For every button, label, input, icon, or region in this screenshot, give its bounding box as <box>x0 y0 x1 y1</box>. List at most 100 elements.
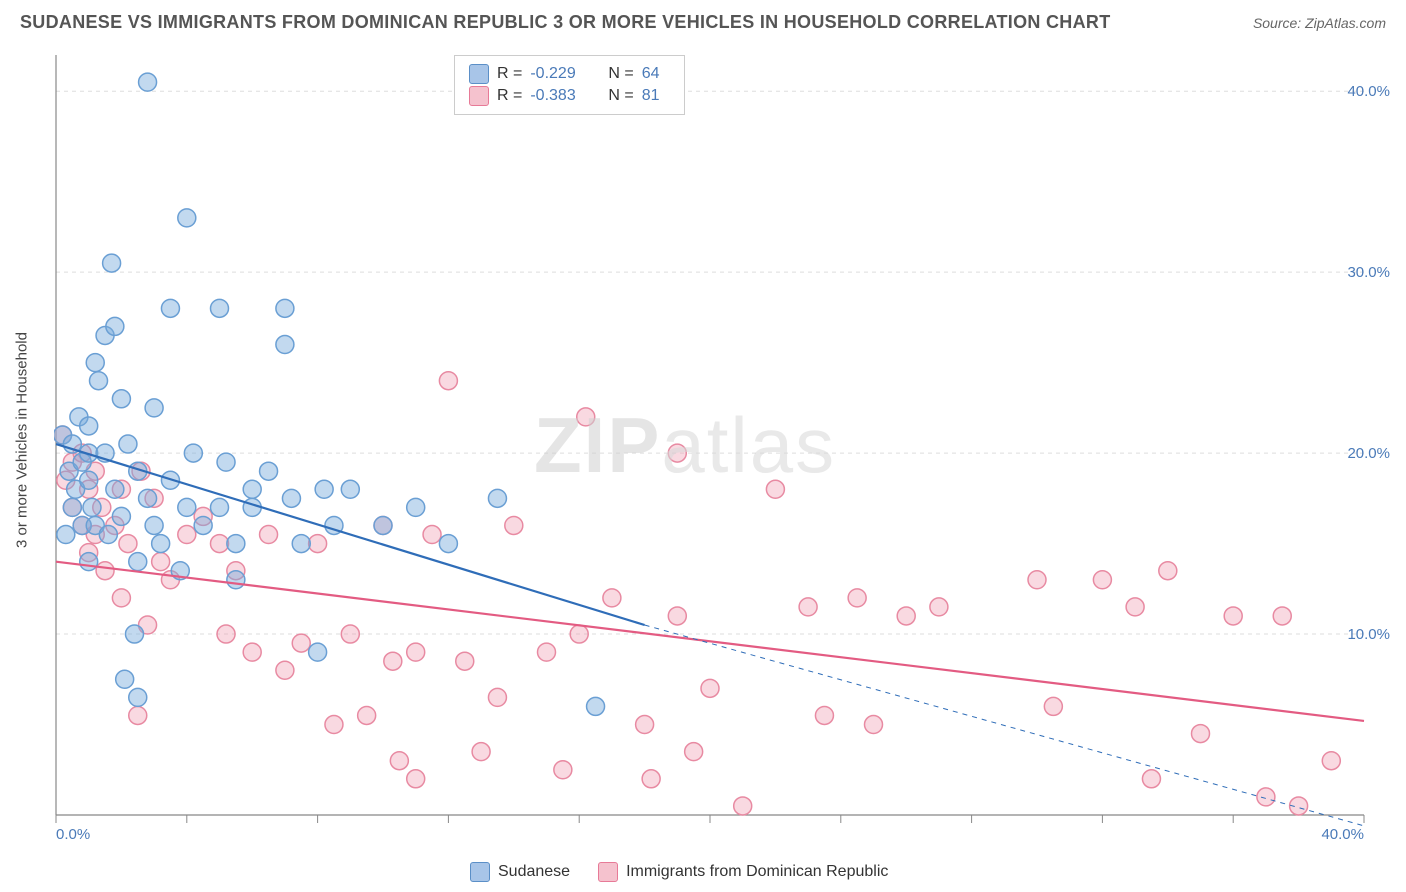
data-point <box>90 372 108 390</box>
r-label: R = <box>497 87 522 105</box>
data-point <box>227 571 245 589</box>
stats-legend-row: R =-0.383N =81 <box>469 86 670 106</box>
data-point <box>472 743 490 761</box>
data-point <box>1142 770 1160 788</box>
data-point <box>145 516 163 534</box>
data-point <box>178 526 196 544</box>
data-point <box>112 507 130 525</box>
data-point <box>211 498 229 516</box>
data-point <box>407 770 425 788</box>
data-point <box>99 526 117 544</box>
data-point <box>80 417 98 435</box>
data-point <box>815 706 833 724</box>
data-point <box>139 489 157 507</box>
data-point <box>897 607 915 625</box>
data-point <box>309 535 327 553</box>
data-point <box>1093 571 1111 589</box>
data-point <box>341 480 359 498</box>
n-label: N = <box>608 87 633 105</box>
data-point <box>129 706 147 724</box>
data-point <box>178 498 196 516</box>
data-point <box>194 516 212 534</box>
data-point <box>554 761 572 779</box>
data-point <box>152 553 170 571</box>
data-point <box>1126 598 1144 616</box>
data-point <box>325 716 343 734</box>
y-axis-label: 3 or more Vehicles in Household <box>14 332 31 548</box>
data-point <box>636 716 654 734</box>
data-point <box>439 535 457 553</box>
data-point <box>119 435 137 453</box>
legend-swatch <box>598 862 618 882</box>
data-point <box>276 336 294 354</box>
n-label: N = <box>608 65 633 83</box>
data-point <box>96 562 114 580</box>
legend-swatch <box>470 862 490 882</box>
legend-swatch <box>469 86 489 106</box>
data-point <box>129 553 147 571</box>
data-point <box>505 516 523 534</box>
stats-legend-row: R =-0.229N =64 <box>469 64 670 84</box>
data-point <box>407 498 425 516</box>
data-point <box>488 489 506 507</box>
data-point <box>1322 752 1340 770</box>
data-point <box>848 589 866 607</box>
data-point <box>86 354 104 372</box>
data-point <box>282 489 300 507</box>
data-point <box>103 254 121 272</box>
data-point <box>129 688 147 706</box>
data-point <box>439 372 457 390</box>
data-point <box>116 670 134 688</box>
data-point <box>734 797 752 815</box>
data-point <box>161 299 179 317</box>
data-point <box>456 652 474 670</box>
data-point <box>211 535 229 553</box>
data-point <box>63 498 81 516</box>
data-point <box>227 535 245 553</box>
r-label: R = <box>497 65 522 83</box>
data-point <box>685 743 703 761</box>
data-point <box>603 589 621 607</box>
data-point <box>341 625 359 643</box>
data-point <box>1192 725 1210 743</box>
data-point <box>865 716 883 734</box>
data-point <box>119 535 137 553</box>
title-bar: SUDANESE VS IMMIGRANTS FROM DOMINICAN RE… <box>20 12 1386 33</box>
data-point <box>217 453 235 471</box>
y-tick-label: 20.0% <box>1347 445 1390 462</box>
data-point <box>1224 607 1242 625</box>
trend-line-extension <box>645 625 1364 826</box>
data-point <box>1257 788 1275 806</box>
data-point <box>112 390 130 408</box>
legend-label: Immigrants from Dominican Republic <box>626 863 888 881</box>
data-point <box>260 462 278 480</box>
data-point <box>488 688 506 706</box>
data-point <box>217 625 235 643</box>
r-value: -0.383 <box>530 87 590 105</box>
data-point <box>384 652 402 670</box>
y-tick-label: 10.0% <box>1347 626 1390 643</box>
data-point <box>766 480 784 498</box>
chart-title: SUDANESE VS IMMIGRANTS FROM DOMINICAN RE… <box>20 12 1111 33</box>
data-point <box>80 553 98 571</box>
data-point <box>178 209 196 227</box>
data-point <box>243 480 261 498</box>
data-point <box>152 535 170 553</box>
series-legend: Sudanese Immigrants from Dominican Republ… <box>470 862 888 882</box>
data-point <box>374 516 392 534</box>
data-point <box>1028 571 1046 589</box>
data-point <box>57 526 75 544</box>
data-point <box>1159 562 1177 580</box>
data-point <box>276 299 294 317</box>
data-point <box>211 299 229 317</box>
data-point <box>309 643 327 661</box>
data-point <box>570 625 588 643</box>
data-point <box>292 634 310 652</box>
source-attribution: Source: ZipAtlas.com <box>1253 15 1386 31</box>
x-tick-label: 0.0% <box>56 826 90 843</box>
data-point <box>145 399 163 417</box>
legend-item: Sudanese <box>470 862 570 882</box>
data-point <box>701 679 719 697</box>
legend-item: Immigrants from Dominican Republic <box>598 862 888 882</box>
data-point <box>358 706 376 724</box>
